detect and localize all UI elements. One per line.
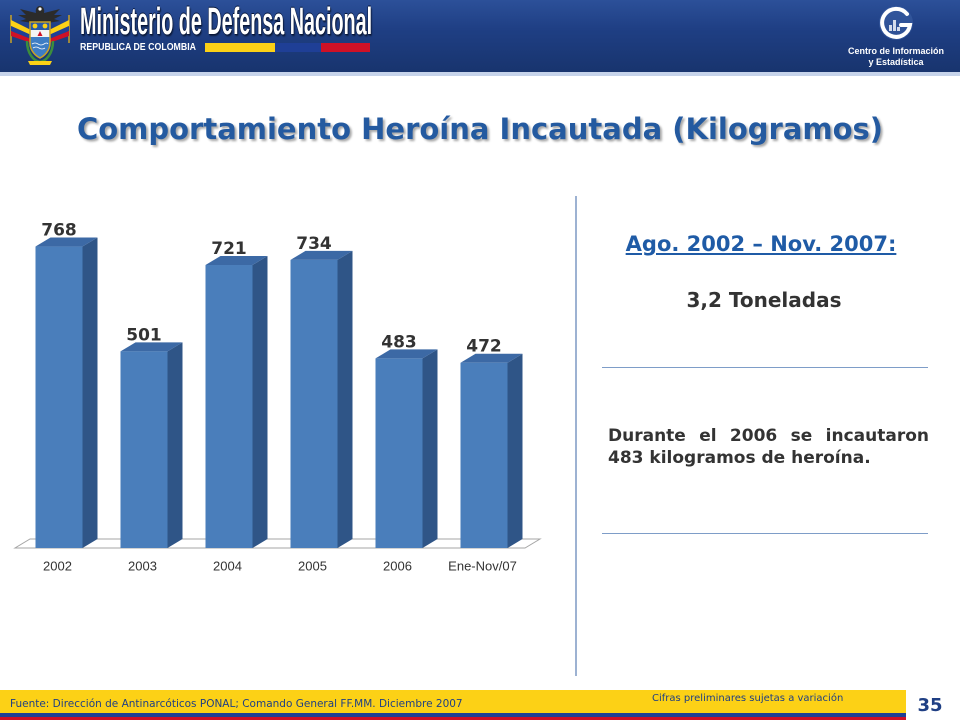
value-label-2006: 483 — [381, 332, 417, 352]
cie-logo-bar — [889, 25, 892, 31]
statistics-center-name: Centro de Información y Estadística — [840, 46, 952, 68]
category-label-2005: 2005 — [298, 559, 327, 574]
vertical-divider — [575, 196, 577, 676]
shield-waves — [31, 42, 49, 50]
bar-2003 — [120, 342, 183, 548]
value-label-2003: 501 — [126, 325, 162, 345]
bar-top — [375, 349, 438, 359]
condor-shape — [18, 6, 62, 23]
bar-front — [205, 265, 253, 548]
bar-top — [35, 237, 98, 247]
flag-right-blue — [49, 26, 69, 39]
category-label-2004: 2004 — [213, 559, 242, 574]
bar-ene-nov-07 — [460, 353, 523, 548]
ministry-name: Ministerio de Defensa Nacional — [80, 1, 373, 43]
bar-2002 — [35, 237, 98, 548]
preliminary-disclaimer: Cifras preliminares sujetas a variación — [652, 693, 844, 704]
flag-stripe-blue — [275, 43, 321, 52]
bar-side — [82, 237, 98, 548]
source-note: Fuente: Dirección de Antinarcóticos PONA… — [10, 698, 463, 710]
bar-side — [167, 342, 183, 548]
bar-top — [290, 250, 353, 260]
colombia-coat-of-arms-icon — [10, 6, 70, 65]
cie-logo-bar — [893, 20, 896, 31]
cie-logo-icon — [879, 6, 913, 40]
country-name: REPUBLICA DE COLOMBIA — [80, 42, 197, 53]
value-label-2004: 721 — [211, 239, 247, 259]
slide-title: Comportamiento Heroína Incautada (Kilogr… — [76, 112, 884, 146]
value-label-ene-nov-07: 472 — [466, 337, 502, 357]
flag-stripe — [205, 43, 370, 52]
bar-front — [120, 351, 168, 548]
separator-line-top — [602, 367, 928, 368]
bar-top — [205, 256, 268, 266]
cie-logo-bar — [897, 27, 900, 31]
shield-outline — [29, 21, 51, 59]
bar-2006 — [375, 349, 438, 548]
bar-front — [35, 246, 83, 548]
bar-top — [120, 342, 183, 352]
condor-head — [38, 7, 42, 11]
shield-horn-right — [42, 23, 48, 29]
shield-bottom-band — [30, 37, 50, 58]
flag-right-yellow — [49, 20, 69, 35]
category-label-2002: 2002 — [43, 559, 72, 574]
header-banner — [0, 0, 960, 76]
bar-2005 — [290, 250, 353, 548]
shield-horn-left — [32, 23, 38, 29]
bar-front — [290, 259, 338, 548]
total-amount: 3,2 Toneladas — [686, 288, 842, 312]
category-label-2003: 2003 — [128, 559, 157, 574]
bar-chart: 768 2002 501 2003 721 2004 734 2005 483 2006 472 En… — [13, 221, 542, 574]
category-label-ene-nov-07: Ene-Nov/07 — [448, 559, 517, 574]
flag-left-red — [11, 31, 31, 43]
shield-cap — [37, 31, 43, 36]
footer-stripe-red — [0, 717, 906, 720]
bar-side — [337, 250, 353, 548]
bar-front — [460, 362, 508, 548]
statistics-center-line-2: y Estadística — [868, 57, 924, 67]
shield-top-band — [30, 22, 50, 30]
bar-front — [375, 358, 423, 548]
statistics-center-line-1: Centro de Información — [847, 46, 944, 56]
bar-side — [507, 353, 523, 548]
motto-ribbon — [28, 61, 52, 65]
bar-side — [422, 349, 438, 548]
cie-logo-arc — [880, 6, 913, 39]
value-label-2002: 768 — [41, 221, 77, 241]
footer-stripe-blue — [0, 713, 906, 717]
bar-top — [460, 353, 523, 363]
page-number: 35 — [917, 695, 943, 716]
period-heading: Ago. 2002 – Nov. 2007: — [625, 232, 897, 256]
footer-band — [0, 690, 906, 713]
bar-2004 — [205, 256, 268, 548]
flag-right-red — [49, 31, 69, 43]
bar-side — [252, 256, 268, 548]
flag-left-yellow — [11, 20, 31, 35]
flag-stripe-yellow — [205, 43, 275, 52]
category-label-2006: 2006 — [383, 559, 412, 574]
summary-note: Durante el 2006 se incautaron 483 kilogr… — [608, 426, 929, 468]
separator-line-bottom — [602, 533, 928, 534]
value-label-2005: 734 — [296, 234, 332, 254]
flag-stripe-red — [321, 43, 370, 52]
flag-left-blue — [11, 26, 31, 39]
